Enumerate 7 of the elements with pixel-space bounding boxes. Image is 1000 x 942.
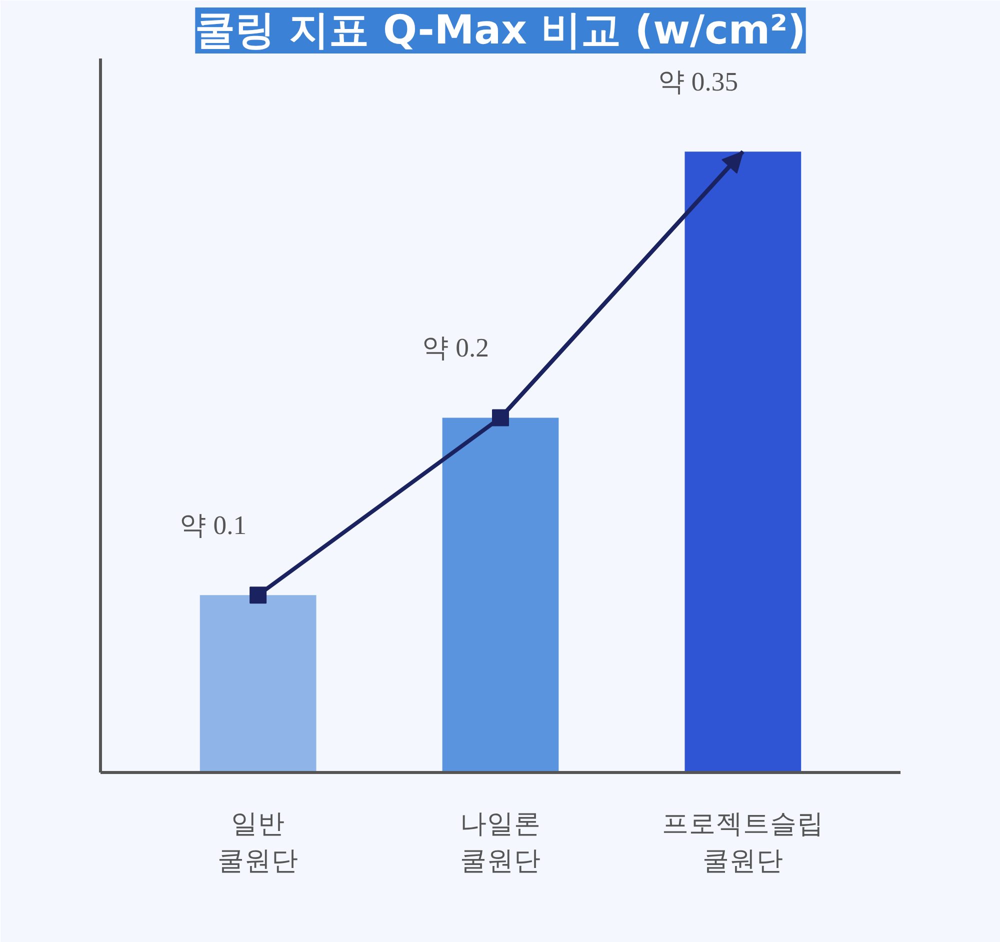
data-label: 약 0.1 xyxy=(180,510,247,540)
chart-title: 쿨링 지표 Q-Max 비교 (w/cm²) xyxy=(195,8,806,54)
x-tick-label: 일반 쿨원단 xyxy=(218,808,299,877)
data-label: 약 0.2 xyxy=(422,332,489,363)
x-tick-label: 프로젝트슬립 쿨원단 xyxy=(662,808,824,877)
x-tick-label: 나일론 쿨원단 xyxy=(460,808,541,877)
data-label: 약 0.35 xyxy=(658,66,738,97)
